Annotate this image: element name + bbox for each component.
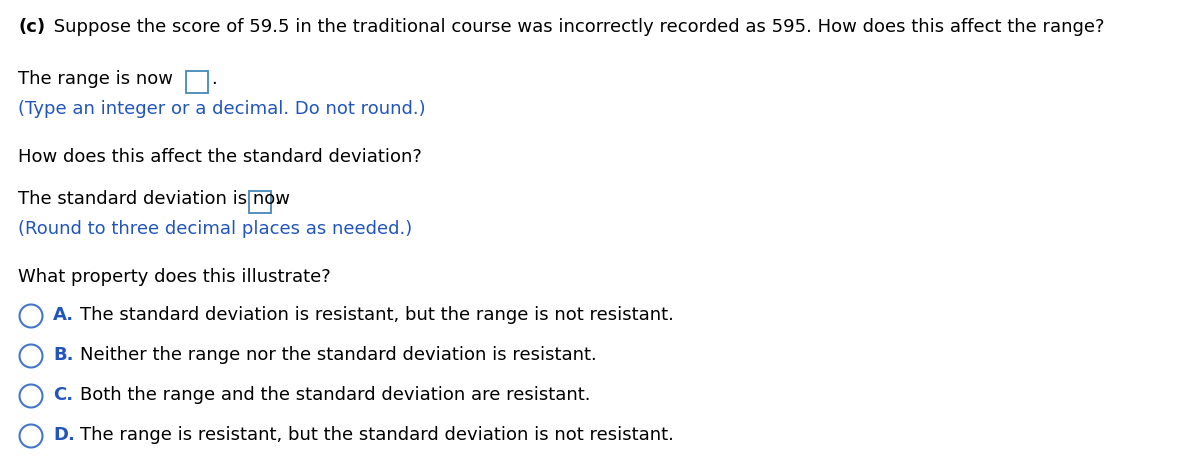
Text: How does this affect the standard deviation?: How does this affect the standard deviat… [18,148,422,166]
Text: The range is resistant, but the standard deviation is not resistant.: The range is resistant, but the standard… [80,426,674,444]
Ellipse shape [19,385,42,407]
FancyBboxPatch shape [186,71,208,93]
FancyBboxPatch shape [250,191,271,213]
Ellipse shape [19,345,42,367]
Text: The standard deviation is resistant, but the range is not resistant.: The standard deviation is resistant, but… [80,306,674,324]
Text: Both the range and the standard deviation are resistant.: Both the range and the standard deviatio… [80,386,590,404]
Ellipse shape [19,425,42,447]
Text: (Type an integer or a decimal. Do not round.): (Type an integer or a decimal. Do not ro… [18,100,426,118]
Text: .: . [274,190,280,208]
Text: A.: A. [53,306,74,324]
Text: The standard deviation is now: The standard deviation is now [18,190,290,208]
Text: Suppose the score of 59.5 in the traditional course was incorrectly recorded as : Suppose the score of 59.5 in the traditi… [48,18,1104,36]
Text: Neither the range nor the standard deviation is resistant.: Neither the range nor the standard devia… [80,346,596,364]
Text: C.: C. [53,386,73,404]
Text: (c): (c) [18,18,46,36]
Text: What property does this illustrate?: What property does this illustrate? [18,268,331,286]
Text: .: . [211,70,217,88]
Ellipse shape [19,305,42,327]
Text: The range is now: The range is now [18,70,173,88]
Text: (Round to three decimal places as needed.): (Round to three decimal places as needed… [18,220,413,238]
Text: B.: B. [53,346,73,364]
Text: D.: D. [53,426,74,444]
